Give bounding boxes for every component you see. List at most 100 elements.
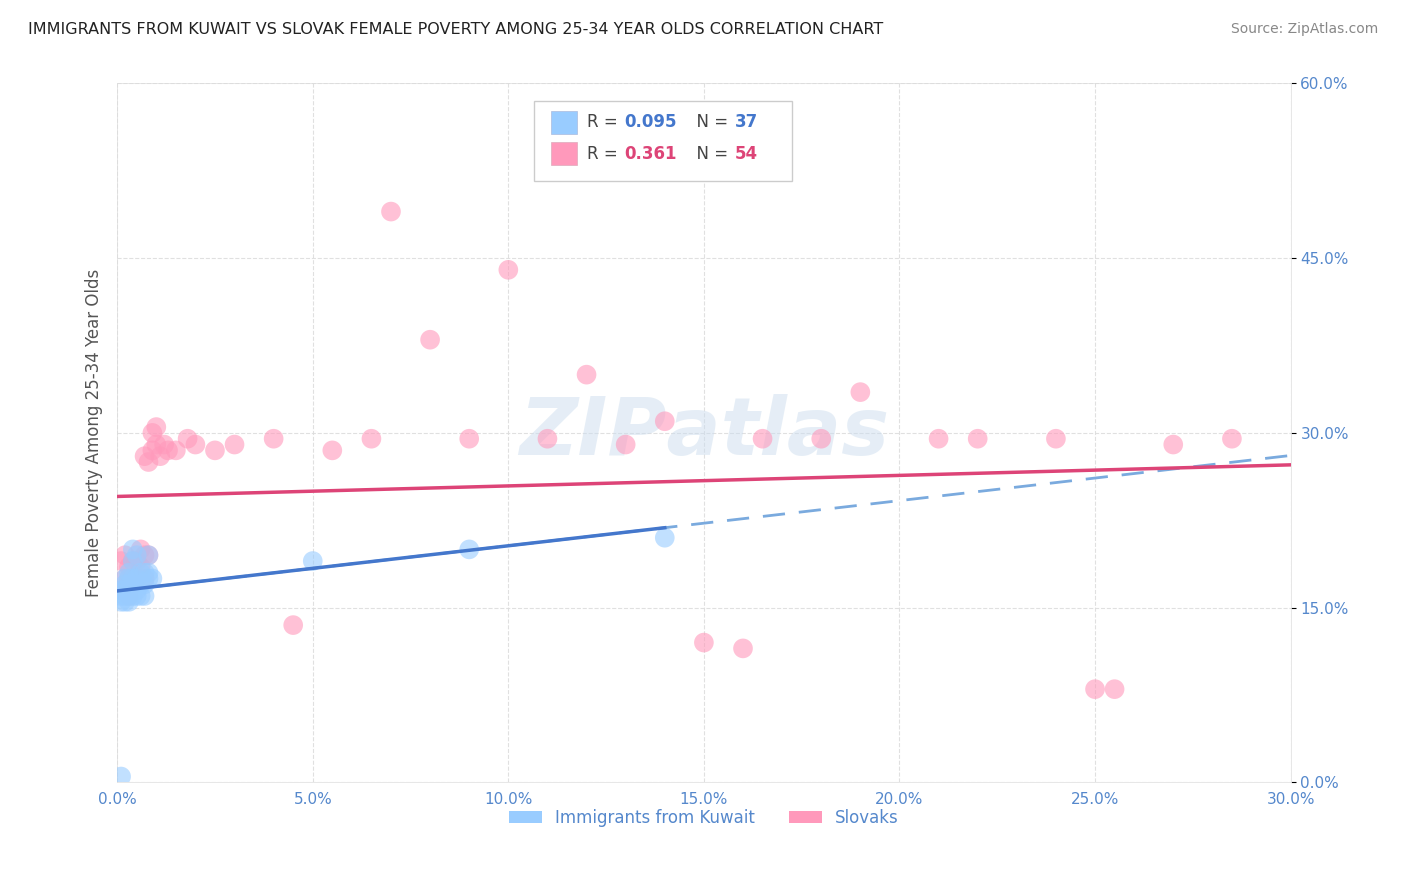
- Point: [380, 204, 402, 219]
- Point: [145, 420, 167, 434]
- Point: [121, 554, 143, 568]
- Point: [121, 577, 143, 591]
- Point: [176, 432, 198, 446]
- Point: [928, 432, 950, 446]
- Text: 54: 54: [734, 145, 758, 162]
- Point: [693, 635, 716, 649]
- Point: [114, 583, 136, 598]
- Point: [731, 641, 754, 656]
- Point: [1045, 432, 1067, 446]
- Point: [283, 618, 305, 632]
- Point: [153, 437, 176, 451]
- Point: [301, 554, 323, 568]
- Point: [125, 572, 148, 586]
- Text: ZIP​atlas: ZIP​atlas: [519, 394, 889, 472]
- Point: [110, 583, 132, 598]
- Text: IMMIGRANTS FROM KUWAIT VS SLOVAK FEMALE POVERTY AMONG 25-34 YEAR OLDS CORRELATIO: IMMIGRANTS FROM KUWAIT VS SLOVAK FEMALE …: [28, 22, 883, 37]
- Point: [1084, 682, 1107, 697]
- Point: [118, 583, 141, 598]
- Point: [165, 443, 187, 458]
- Point: [110, 589, 132, 603]
- Text: 37: 37: [734, 113, 758, 131]
- Point: [145, 437, 167, 451]
- Point: [118, 577, 141, 591]
- Text: N =: N =: [686, 113, 734, 131]
- Point: [134, 572, 156, 586]
- Point: [110, 770, 132, 784]
- Point: [419, 333, 441, 347]
- Point: [138, 566, 160, 580]
- Point: [138, 455, 160, 469]
- Point: [134, 589, 156, 603]
- Y-axis label: Female Poverty Among 25-34 Year Olds: Female Poverty Among 25-34 Year Olds: [86, 268, 103, 597]
- Text: Source: ZipAtlas.com: Source: ZipAtlas.com: [1230, 22, 1378, 37]
- Point: [129, 589, 152, 603]
- Point: [129, 542, 152, 557]
- Point: [141, 425, 163, 440]
- Point: [114, 589, 136, 603]
- Point: [138, 572, 160, 586]
- Point: [138, 548, 160, 562]
- Point: [536, 432, 558, 446]
- Point: [184, 437, 207, 451]
- Point: [121, 554, 143, 568]
- Point: [849, 385, 872, 400]
- Point: [498, 262, 520, 277]
- Point: [118, 595, 141, 609]
- Point: [263, 432, 285, 446]
- Point: [575, 368, 598, 382]
- Point: [129, 559, 152, 574]
- Point: [129, 577, 152, 591]
- Point: [118, 572, 141, 586]
- Text: N =: N =: [686, 145, 734, 162]
- Point: [751, 432, 773, 446]
- Point: [114, 548, 136, 562]
- Point: [224, 437, 246, 451]
- Point: [1220, 432, 1243, 446]
- Point: [614, 437, 637, 451]
- Point: [149, 449, 172, 463]
- Point: [125, 554, 148, 568]
- Point: [125, 583, 148, 598]
- Point: [134, 566, 156, 580]
- Bar: [551, 142, 578, 165]
- Legend: Immigrants from Kuwait, Slovaks: Immigrants from Kuwait, Slovaks: [502, 802, 905, 833]
- Point: [458, 542, 481, 557]
- Point: [125, 589, 148, 603]
- Point: [118, 572, 141, 586]
- Point: [360, 432, 382, 446]
- Point: [110, 595, 132, 609]
- Point: [118, 589, 141, 603]
- Point: [121, 589, 143, 603]
- Point: [141, 443, 163, 458]
- Point: [966, 432, 988, 446]
- Text: 0.095: 0.095: [624, 113, 676, 131]
- Point: [110, 583, 132, 598]
- Point: [321, 443, 343, 458]
- Point: [134, 449, 156, 463]
- Point: [118, 559, 141, 574]
- Point: [810, 432, 832, 446]
- Text: 0.361: 0.361: [624, 145, 676, 162]
- Point: [1161, 437, 1184, 451]
- Point: [125, 548, 148, 562]
- Point: [157, 443, 180, 458]
- Point: [114, 572, 136, 586]
- Point: [114, 572, 136, 586]
- Text: R =: R =: [586, 113, 623, 131]
- Point: [121, 542, 143, 557]
- Point: [134, 548, 156, 562]
- Point: [134, 577, 156, 591]
- Point: [121, 572, 143, 586]
- Point: [654, 531, 676, 545]
- Point: [458, 432, 481, 446]
- Point: [118, 566, 141, 580]
- Point: [654, 414, 676, 428]
- Point: [138, 548, 160, 562]
- Point: [114, 577, 136, 591]
- Point: [118, 589, 141, 603]
- Point: [114, 595, 136, 609]
- Point: [129, 566, 152, 580]
- Bar: [551, 111, 578, 134]
- Point: [1104, 682, 1126, 697]
